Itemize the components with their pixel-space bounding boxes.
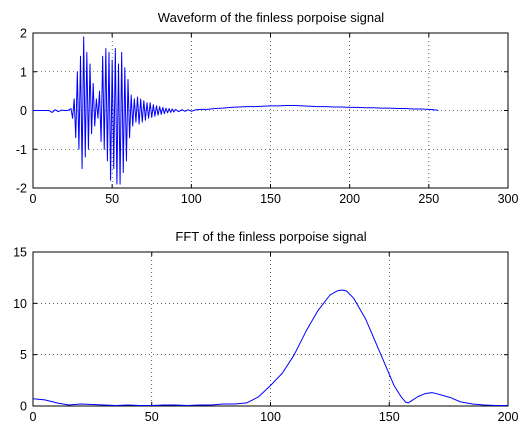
fft-y-tick-label: 0 bbox=[20, 400, 27, 414]
fft-grid bbox=[33, 252, 508, 406]
waveform-plot: Waveform of the finless porpoise signal … bbox=[16, 10, 519, 206]
fft-series-line bbox=[32, 289, 508, 406]
waveform-y-tick-label: 0 bbox=[20, 104, 27, 118]
fft-x-tick-label: 100 bbox=[260, 410, 281, 424]
waveform-x-tick-label: 250 bbox=[418, 192, 439, 206]
fft-ticks: 0 50 100 150 200 0 5 10 15 bbox=[13, 246, 518, 425]
fft-title: FFT of the finless porpoise signal bbox=[175, 229, 366, 244]
waveform-ticks: 0 50 100 150 200 250 300 -2 -1 0 1 2 bbox=[16, 27, 519, 207]
waveform-series-line bbox=[33, 36, 439, 185]
waveform-title: Waveform of the finless porpoise signal bbox=[158, 10, 385, 25]
waveform-y-tick-label: -1 bbox=[16, 143, 27, 157]
fft-y-tick-label: 5 bbox=[20, 348, 27, 362]
fft-x-tick-label: 50 bbox=[145, 410, 159, 424]
waveform-x-tick-label: 150 bbox=[260, 192, 281, 206]
fft-x-tick-label: 150 bbox=[379, 410, 400, 424]
fft-plot: FFT of the finless porpoise signal 0 50 10… bbox=[13, 229, 518, 424]
waveform-x-tick-label: 100 bbox=[181, 192, 202, 206]
waveform-x-tick-label: 200 bbox=[339, 192, 360, 206]
waveform-x-tick-label: 0 bbox=[30, 192, 37, 206]
fft-y-tick-label: 15 bbox=[13, 246, 27, 260]
fft-y-tick-label: 10 bbox=[13, 297, 27, 311]
waveform-x-tick-label: 50 bbox=[105, 192, 119, 206]
waveform-y-tick-label: 1 bbox=[20, 65, 27, 79]
waveform-y-tick-label: -2 bbox=[16, 182, 27, 196]
waveform-x-tick-label: 300 bbox=[498, 192, 519, 206]
waveform-y-tick-label: 2 bbox=[20, 27, 27, 41]
fft-x-tick-label: 200 bbox=[498, 410, 519, 424]
waveform-axes-box bbox=[32, 32, 509, 189]
fft-x-tick-label: 0 bbox=[30, 410, 37, 424]
